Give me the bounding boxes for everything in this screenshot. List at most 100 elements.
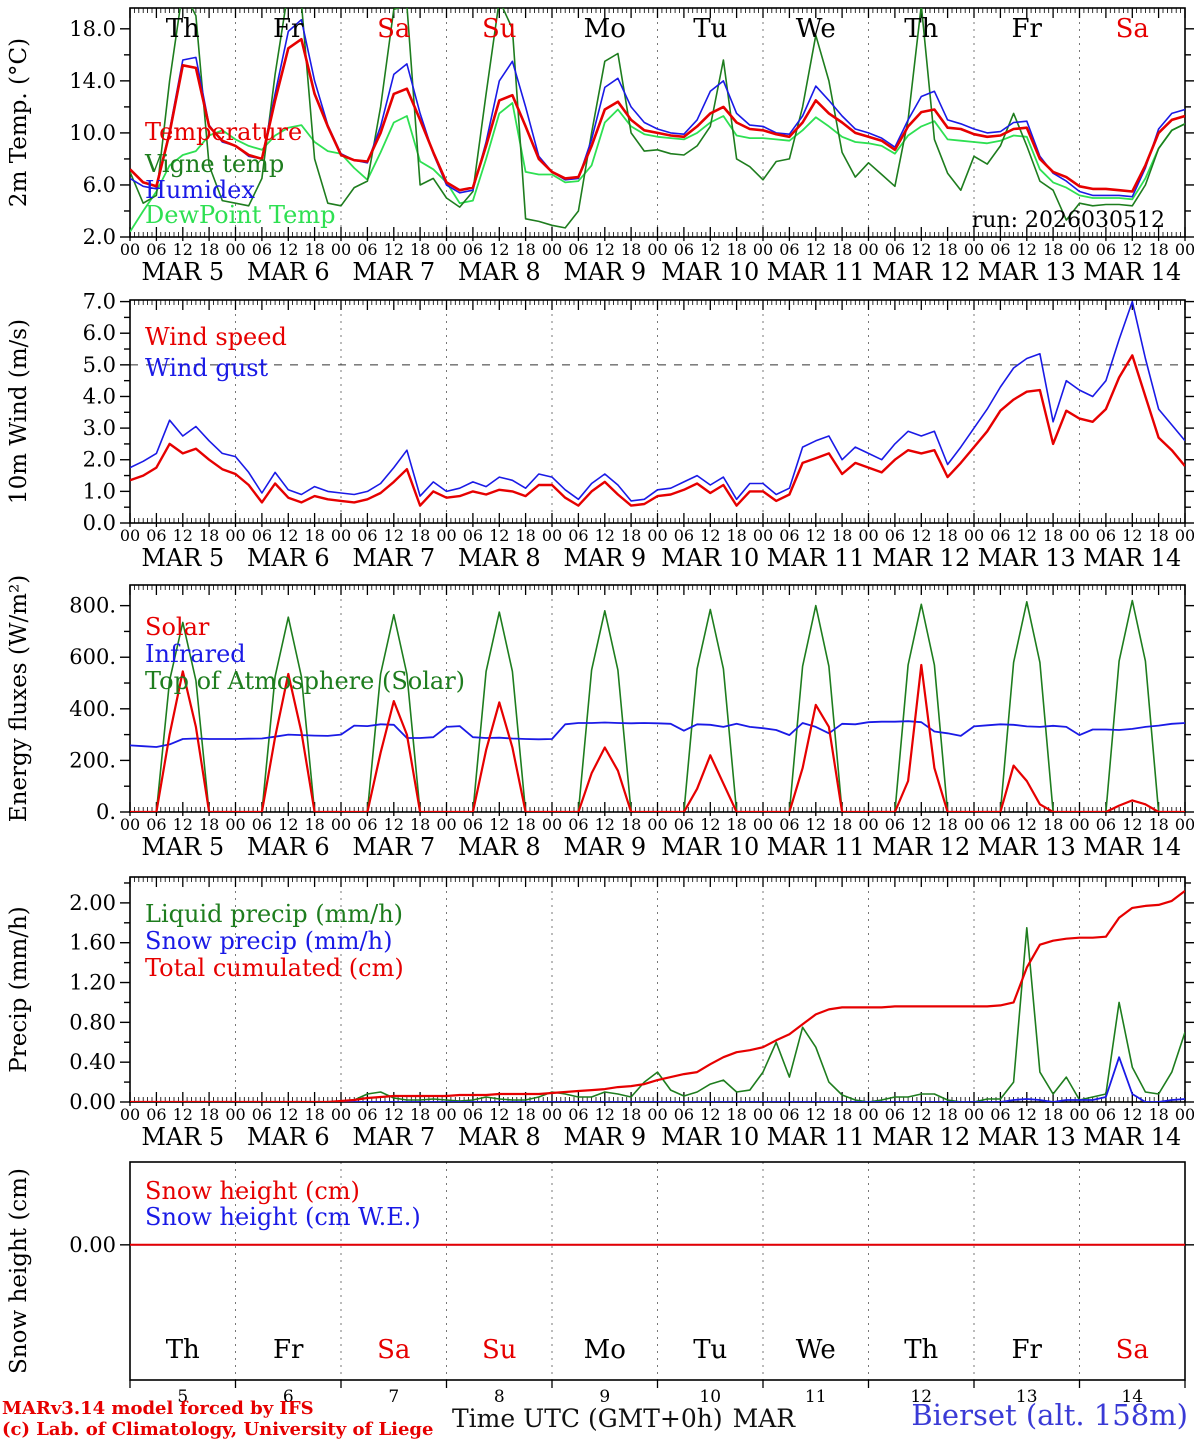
date-label: MAR 7: [352, 258, 435, 286]
date-label: MAR 10: [661, 833, 759, 861]
y-tick-label: 0.: [96, 800, 116, 824]
hour-tick-label: 12: [278, 815, 298, 834]
hour-tick-label: 06: [568, 815, 588, 834]
date-label: MAR 5: [141, 544, 224, 572]
hour-tick-label: 06: [568, 526, 588, 545]
hour-tick-label: 06: [779, 815, 799, 834]
model-credit: MARv3.14 model forced by IFS (c) Lab. of…: [2, 1398, 433, 1440]
day-name-label: Th: [166, 1335, 200, 1365]
hour-tick-label: 18: [726, 240, 746, 259]
date-label: MAR 6: [247, 833, 330, 861]
time-axis-label: Time UTC (GMT+0h) MAR: [452, 1404, 795, 1433]
hour-tick-label: 00: [964, 240, 984, 259]
date-label: MAR 6: [247, 258, 330, 286]
hour-tick-label: 18: [199, 240, 219, 259]
series-solar: [130, 663, 1185, 812]
hour-tick-label: 12: [595, 1105, 615, 1124]
hour-tick-label: 12: [595, 815, 615, 834]
hour-tick-label: 18: [832, 815, 852, 834]
date-label: MAR 6: [247, 544, 330, 572]
date-label: MAR 14: [1083, 1123, 1181, 1151]
hour-tick-label: 18: [515, 526, 535, 545]
hour-tick-label: 06: [674, 526, 694, 545]
date-label: MAR 7: [352, 544, 435, 572]
date-label: MAR 5: [141, 258, 224, 286]
hour-tick-label: 06: [1096, 1105, 1116, 1124]
hour-tick-label: 06: [357, 526, 377, 545]
day-number-label: 14: [1121, 1387, 1143, 1407]
hour-tick-label: 06: [252, 240, 272, 259]
date-label: MAR 12: [872, 833, 970, 861]
hour-tick-label: 00: [1069, 526, 1089, 545]
hour-tick-label: 12: [1122, 1105, 1142, 1124]
series-dewpoint-temp: [130, 102, 1185, 233]
hour-tick-label: 00: [964, 1105, 984, 1124]
hour-tick-label: 12: [1122, 240, 1142, 259]
hour-tick-label: 00: [542, 240, 562, 259]
legend-energy-fluxes-1: Infrared: [145, 640, 246, 668]
y-axis-title: 10m Wind (m/s): [6, 319, 32, 504]
hour-tick-label: 06: [463, 526, 483, 545]
legend-temp2m-0: Temperature: [145, 118, 302, 146]
hour-tick-label: 06: [674, 240, 694, 259]
hour-tick-label: 12: [700, 526, 720, 545]
hour-tick-label: 12: [173, 1105, 193, 1124]
date-label: MAR 10: [661, 1123, 759, 1151]
hour-tick-label: 12: [384, 815, 404, 834]
y-axis-title: Precip (mm/h): [6, 906, 32, 1072]
date-label: MAR 11: [767, 544, 865, 572]
date-label: MAR 14: [1083, 544, 1181, 572]
hour-tick-label: 18: [410, 815, 430, 834]
hour-tick-label: 12: [1017, 1105, 1037, 1124]
hour-tick-label: 18: [832, 1105, 852, 1124]
hour-tick-label: 00: [753, 526, 773, 545]
legend-precip-1: Snow precip (mm/h): [145, 927, 392, 955]
date-label: MAR 10: [661, 544, 759, 572]
date-label: MAR 9: [563, 1123, 646, 1151]
hour-tick-label: 00: [331, 815, 351, 834]
y-tick-label: 10.0: [69, 121, 116, 145]
date-label: MAR 7: [352, 833, 435, 861]
day-number-label: 11: [805, 1387, 827, 1407]
day-name-label: Tu: [693, 14, 727, 44]
date-label: MAR 11: [767, 833, 865, 861]
hour-tick-label: 00: [120, 526, 140, 545]
hour-tick-label: 18: [515, 1105, 535, 1124]
y-axis-title: Snow height (cm): [6, 1168, 32, 1374]
hour-tick-label: 06: [252, 526, 272, 545]
legend-temp2m-3: DewPoint Temp: [145, 201, 336, 229]
hour-tick-label: 00: [542, 815, 562, 834]
legend-temp2m-1: Vigne temp: [144, 150, 284, 178]
hour-tick-label: 00: [1175, 1105, 1194, 1124]
hour-tick-label: 00: [436, 815, 456, 834]
hour-tick-label: 06: [357, 815, 377, 834]
day-number-label: 12: [910, 1387, 932, 1407]
hour-tick-label: 18: [1043, 240, 1063, 259]
hour-tick-label: 06: [779, 526, 799, 545]
hour-tick-label: 12: [1017, 240, 1037, 259]
date-label: MAR 9: [563, 258, 646, 286]
hour-tick-label: 00: [753, 1105, 773, 1124]
hour-tick-label: 00: [858, 1105, 878, 1124]
hour-tick-label: 00: [542, 526, 562, 545]
hour-tick-label: 00: [120, 1105, 140, 1124]
day-number-label: 8: [494, 1387, 505, 1407]
hour-tick-label: 00: [120, 240, 140, 259]
date-label: MAR 13: [978, 258, 1076, 286]
hour-tick-label: 12: [278, 1105, 298, 1124]
y-tick-label: 600.: [69, 645, 116, 669]
date-label: MAR 13: [978, 544, 1076, 572]
date-label: MAR 10: [661, 258, 759, 286]
hour-tick-label: 06: [674, 815, 694, 834]
hour-tick-label: 12: [806, 815, 826, 834]
hour-tick-label: 06: [885, 240, 905, 259]
hour-tick-label: 06: [568, 1105, 588, 1124]
station-label: Bierset (alt. 158m): [911, 1398, 1188, 1432]
day-name-label: Su: [482, 14, 517, 44]
series-wind-gust: [130, 300, 1185, 502]
series-temperature: [130, 37, 1185, 193]
date-label: MAR 7: [352, 1123, 435, 1151]
day-number-label: 6: [283, 1387, 294, 1407]
day-name-label: Fr: [1012, 1335, 1043, 1365]
